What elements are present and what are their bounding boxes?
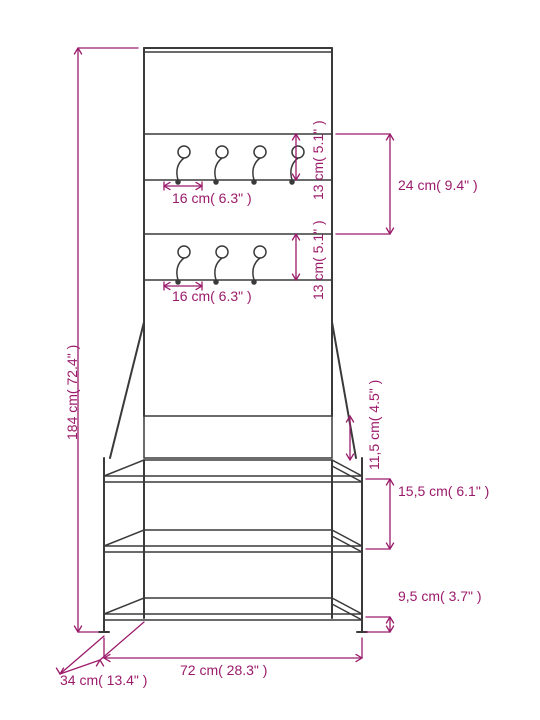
dim-hook-gap-b: 16 cm( 6.3" ) xyxy=(172,288,252,304)
dim-v9-5: 9,5 cm( 3.7" ) xyxy=(398,588,482,604)
dim-v15-5: 15,5 cm( 6.1" ) xyxy=(398,483,489,499)
dim-hook-gap-a: 16 cm( 6.3" ) xyxy=(172,190,252,206)
diagram-canvas: 184 cm( 72.4" ) 16 cm( 6.3" ) 16 cm( 6.3… xyxy=(0,0,540,720)
dim-v24: 24 cm( 9.4" ) xyxy=(398,177,478,193)
diagram-svg xyxy=(0,0,540,720)
dim-v13-b: 13 cm( 5.1" ) xyxy=(310,220,326,300)
dim-height-total: 184 cm( 72.4" ) xyxy=(64,345,80,440)
dim-v11-5: 11,5 cm( 4.5" ) xyxy=(366,380,382,470)
dim-v13-a: 13 cm( 5.1" ) xyxy=(310,120,326,200)
dim-depth-34: 34 cm( 13.4" ) xyxy=(60,672,147,688)
dim-width-72: 72 cm( 28.3" ) xyxy=(180,662,267,678)
